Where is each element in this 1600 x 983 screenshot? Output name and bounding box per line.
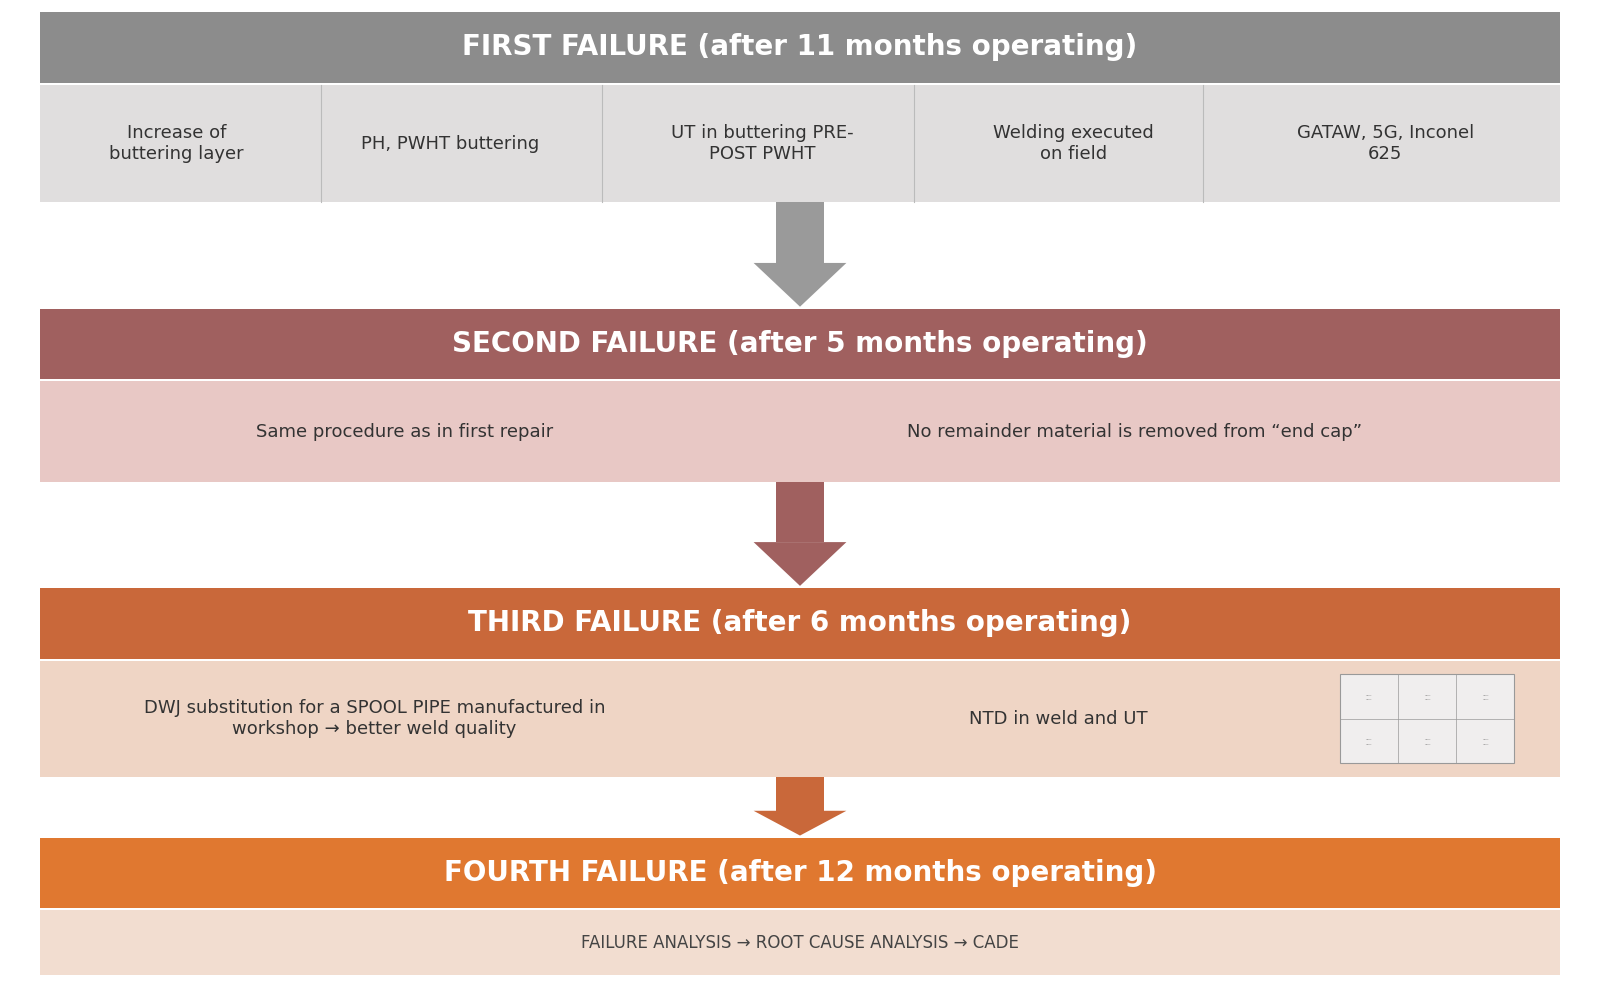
Polygon shape	[754, 811, 846, 836]
Text: NTD in weld and UT: NTD in weld and UT	[970, 710, 1147, 727]
Text: ___
___: ___ ___	[1365, 736, 1371, 745]
Text: ___
___: ___ ___	[1424, 736, 1430, 745]
FancyBboxPatch shape	[40, 838, 1560, 908]
FancyBboxPatch shape	[40, 588, 1560, 659]
Text: FAILURE ANALYSIS → ROOT CAUSE ANALYSIS → CADE: FAILURE ANALYSIS → ROOT CAUSE ANALYSIS →…	[581, 934, 1019, 952]
Text: UT in buttering PRE-
POST PWHT: UT in buttering PRE- POST PWHT	[670, 124, 853, 163]
Text: SECOND FAILURE (after 5 months operating): SECOND FAILURE (after 5 months operating…	[453, 330, 1147, 358]
Polygon shape	[754, 542, 846, 586]
Text: THIRD FAILURE (after 6 months operating): THIRD FAILURE (after 6 months operating)	[469, 609, 1131, 637]
FancyBboxPatch shape	[40, 661, 1560, 777]
FancyBboxPatch shape	[40, 85, 1560, 202]
Text: Same procedure as in first repair: Same procedure as in first repair	[256, 423, 554, 440]
Text: ___
___: ___ ___	[1482, 736, 1488, 745]
FancyBboxPatch shape	[1339, 674, 1514, 763]
Text: Increase of
buttering layer: Increase of buttering layer	[109, 124, 245, 163]
FancyBboxPatch shape	[40, 309, 1560, 379]
Text: ___
___: ___ ___	[1424, 692, 1430, 701]
FancyBboxPatch shape	[776, 482, 824, 542]
Text: GATAW, 5G, Inconel
625: GATAW, 5G, Inconel 625	[1296, 124, 1474, 163]
FancyBboxPatch shape	[40, 381, 1560, 482]
Text: ___
___: ___ ___	[1482, 692, 1488, 701]
FancyBboxPatch shape	[40, 910, 1560, 975]
Text: FOURTH FAILURE (after 12 months operating): FOURTH FAILURE (after 12 months operatin…	[443, 859, 1157, 887]
Polygon shape	[754, 262, 846, 307]
Text: PH, PWHT buttering: PH, PWHT buttering	[362, 135, 539, 152]
Text: Welding executed
on field: Welding executed on field	[994, 124, 1154, 163]
Text: No remainder material is removed from “end cap”: No remainder material is removed from “e…	[907, 423, 1362, 440]
Text: FIRST FAILURE (after 11 months operating): FIRST FAILURE (after 11 months operating…	[462, 33, 1138, 61]
FancyBboxPatch shape	[40, 12, 1560, 83]
FancyBboxPatch shape	[776, 202, 824, 262]
Text: ___
___: ___ ___	[1365, 692, 1371, 701]
Text: DWJ substitution for a SPOOL PIPE manufactured in
workshop → better weld quality: DWJ substitution for a SPOOL PIPE manufa…	[144, 699, 605, 738]
FancyBboxPatch shape	[776, 777, 824, 811]
